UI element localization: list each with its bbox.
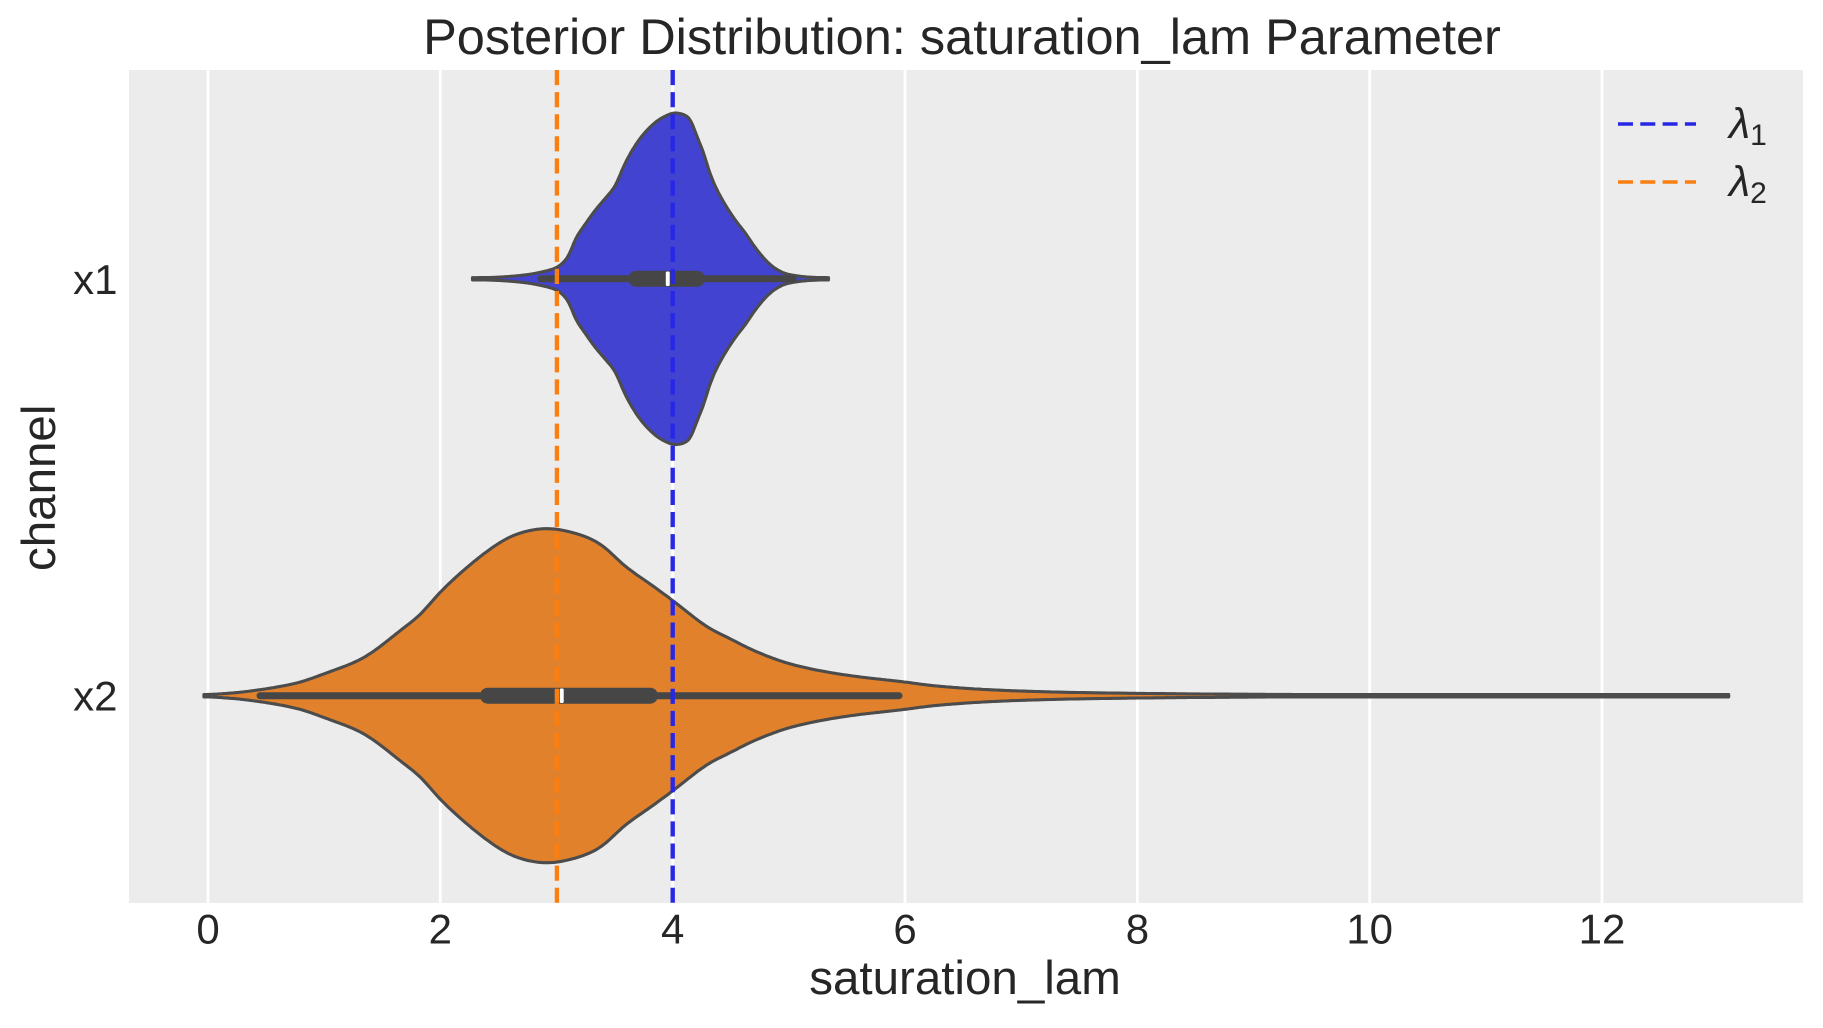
- svg-text:10: 10: [1346, 906, 1393, 953]
- svg-text:saturation_lam: saturation_lam: [809, 952, 1121, 1005]
- svg-text:4: 4: [661, 906, 684, 953]
- svg-text:2: 2: [429, 906, 452, 953]
- svg-text:channel: channel: [13, 405, 66, 571]
- svg-text:x1: x1: [73, 256, 117, 303]
- svg-text:x2: x2: [73, 673, 117, 720]
- svg-text:12: 12: [1579, 906, 1626, 953]
- svg-text:6: 6: [893, 906, 916, 953]
- svg-text:0: 0: [196, 906, 219, 953]
- svg-text:λ2: λ2: [1727, 158, 1767, 210]
- svg-text:8: 8: [1126, 906, 1149, 953]
- svg-text:Posterior Distribution: satura: Posterior Distribution: saturation_lam P…: [423, 8, 1501, 65]
